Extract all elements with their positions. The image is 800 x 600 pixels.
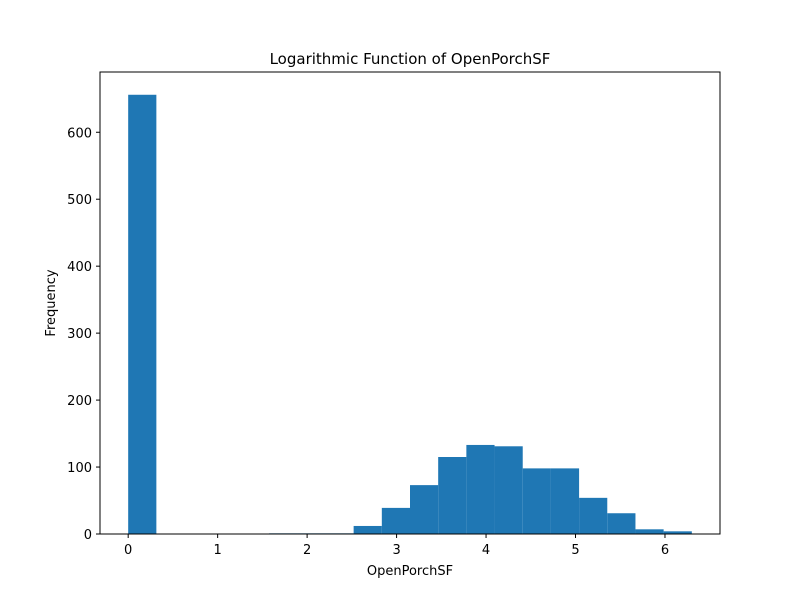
histogram-bar — [522, 468, 551, 534]
y-tick-label: 400 — [67, 260, 92, 275]
y-axis-ticks: 0 100 200 300 400 500 600 — [67, 126, 100, 543]
y-tick-label: 200 — [67, 394, 92, 409]
histogram-bar — [381, 507, 410, 534]
y-tick-label: 100 — [67, 461, 92, 476]
y-tick-label: 0 — [84, 528, 92, 543]
histogram-bar — [128, 94, 157, 534]
x-tick-label: 5 — [571, 543, 579, 558]
histogram-bar — [494, 446, 523, 534]
histogram-bar — [579, 497, 608, 534]
x-axis-label: OpenPorchSF — [367, 564, 453, 579]
x-tick-label: 3 — [392, 543, 400, 558]
x-axis-ticks: 0 1 2 3 4 5 6 — [124, 534, 669, 558]
plot-frame — [99, 71, 721, 535]
chart-title: Logarithmic Function of OpenPorchSF — [270, 50, 551, 68]
y-tick-label: 600 — [67, 126, 92, 141]
histogram-bar — [663, 531, 692, 534]
y-tick-label: 500 — [67, 193, 92, 208]
histogram-bar — [550, 468, 580, 534]
histogram-bar — [410, 485, 439, 534]
x-tick-label: 6 — [661, 543, 669, 558]
x-tick-label: 0 — [124, 543, 132, 558]
histogram-bar — [607, 513, 636, 534]
histogram-bar — [353, 525, 382, 534]
x-tick-label: 1 — [214, 543, 222, 558]
histogram-bar — [635, 529, 664, 534]
y-axis-label: Frequency — [44, 269, 59, 336]
bars-group — [128, 94, 692, 534]
histogram-bar — [466, 444, 495, 534]
histogram-bar — [438, 457, 467, 534]
x-tick-label: 2 — [303, 543, 311, 558]
y-tick-label: 300 — [67, 327, 92, 342]
x-tick-label: 4 — [482, 543, 490, 558]
